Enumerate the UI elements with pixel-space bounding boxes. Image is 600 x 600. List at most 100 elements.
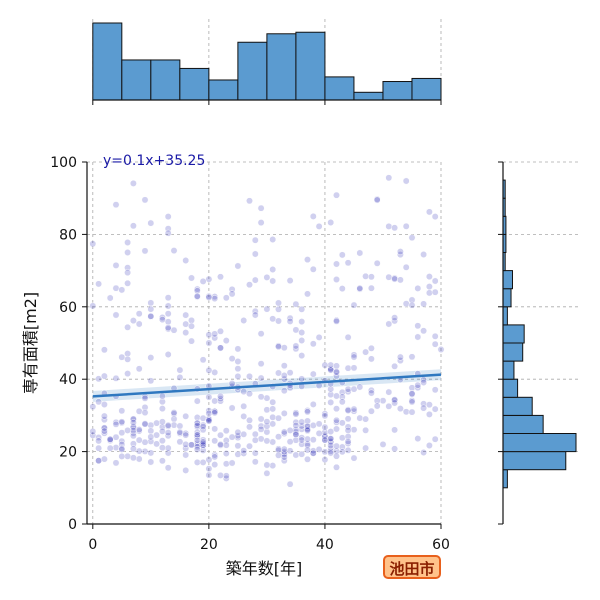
scatter-point bbox=[246, 390, 253, 398]
scatter-point bbox=[414, 333, 422, 341]
top-histogram-bar bbox=[237, 41, 268, 101]
scatter-point bbox=[182, 440, 190, 448]
scatter-point bbox=[112, 444, 120, 452]
scatter-point bbox=[129, 432, 137, 440]
scatter-point bbox=[321, 456, 329, 464]
scatter-point bbox=[217, 471, 224, 479]
scatter-point bbox=[193, 419, 201, 427]
scatter-point bbox=[147, 433, 155, 441]
scatter-point bbox=[269, 315, 277, 323]
scatter-point bbox=[298, 375, 306, 383]
scatter-point bbox=[234, 345, 242, 353]
scatter-point bbox=[234, 434, 242, 442]
scatter-point bbox=[106, 435, 114, 443]
scatter-point bbox=[408, 398, 416, 406]
scatter-point bbox=[298, 329, 306, 336]
scatter-point bbox=[280, 362, 288, 370]
main-plot: 0 20 40 60 0 20 40 60 80 100 y=0.1x+35.25 築年数[年]… bbox=[21, 153, 450, 578]
scatter-point bbox=[158, 418, 166, 426]
scatter-point bbox=[147, 354, 155, 362]
scatter-point bbox=[333, 372, 340, 380]
scatter-point bbox=[333, 260, 340, 268]
scatter-point bbox=[188, 441, 195, 449]
scatter-point bbox=[164, 229, 172, 237]
scatter-point bbox=[286, 480, 294, 488]
scatter-point bbox=[147, 421, 155, 429]
scatter-point bbox=[182, 429, 190, 437]
scatter-point bbox=[275, 446, 282, 454]
scatter-point bbox=[158, 437, 166, 445]
scatter-point bbox=[100, 346, 108, 354]
scatter-point bbox=[402, 222, 410, 230]
scatter-point bbox=[164, 351, 172, 358]
scatter-point bbox=[153, 431, 161, 439]
scatter-point bbox=[112, 311, 120, 319]
scatter-point bbox=[327, 366, 335, 374]
scatter-point bbox=[228, 355, 236, 363]
scatter-point bbox=[396, 405, 404, 413]
scatter-point bbox=[205, 331, 213, 339]
scatter-point bbox=[124, 323, 132, 331]
scatter-point bbox=[350, 385, 358, 393]
scatter-point bbox=[402, 263, 410, 271]
scatter-point bbox=[118, 452, 126, 460]
scatter-point bbox=[246, 442, 253, 450]
scatter-point bbox=[89, 302, 97, 310]
scatter-point bbox=[327, 441, 335, 449]
scatter-point bbox=[414, 381, 422, 389]
scatter-point bbox=[367, 407, 375, 415]
scatter-point bbox=[292, 451, 300, 459]
scatter-point bbox=[350, 353, 358, 361]
scatter-point bbox=[205, 393, 213, 401]
scatter-point bbox=[147, 219, 155, 227]
scatter-point bbox=[112, 433, 120, 441]
scatter-point bbox=[205, 456, 213, 464]
scatter-point bbox=[211, 334, 219, 342]
scatter-point bbox=[327, 385, 335, 393]
scatter-point bbox=[396, 357, 404, 365]
scatter-point bbox=[414, 322, 422, 330]
scatter-point bbox=[141, 394, 149, 402]
scatter-point bbox=[425, 283, 433, 291]
scatter-point bbox=[367, 389, 375, 397]
y-axis-label: 専有面積[m2] bbox=[21, 292, 40, 394]
scatter-point bbox=[129, 427, 137, 434]
scatter-point bbox=[333, 392, 340, 400]
y-tick-label: 80 bbox=[59, 227, 77, 243]
scatter-point bbox=[356, 249, 364, 257]
scatter-point bbox=[118, 441, 126, 448]
scatter-point bbox=[344, 426, 352, 434]
scatter-point bbox=[280, 450, 288, 458]
scatter-point bbox=[275, 433, 282, 441]
scatter-point bbox=[222, 294, 230, 302]
scatter-point bbox=[234, 428, 242, 436]
scatter-point bbox=[333, 418, 340, 426]
scatter-point bbox=[309, 421, 317, 429]
scatter-point bbox=[350, 301, 358, 309]
scatter-point bbox=[211, 293, 219, 301]
scatter-point bbox=[199, 277, 207, 285]
scatter-point bbox=[95, 375, 103, 383]
scatter-point bbox=[373, 402, 381, 410]
top-histogram-bar bbox=[266, 33, 297, 101]
scatter-point bbox=[309, 265, 317, 273]
scatter-point bbox=[280, 430, 288, 438]
scatter-point bbox=[118, 353, 126, 361]
scatter-point bbox=[211, 295, 219, 303]
scatter-point bbox=[251, 449, 259, 457]
scatter-point bbox=[199, 458, 207, 466]
x-tick-label: 60 bbox=[432, 537, 450, 553]
scatter-point bbox=[391, 445, 399, 453]
scatter-point bbox=[333, 442, 340, 450]
scatter-point bbox=[182, 412, 190, 420]
scatter-point bbox=[170, 421, 178, 429]
scatter-point bbox=[95, 457, 103, 465]
scatter-point bbox=[95, 280, 103, 288]
scatter-point bbox=[292, 436, 300, 444]
scatter-point bbox=[396, 276, 404, 284]
scatter-point bbox=[251, 430, 259, 438]
scatter-point bbox=[420, 327, 428, 335]
scatter-point bbox=[251, 311, 259, 319]
scatter-point bbox=[141, 196, 149, 204]
scatter-point bbox=[147, 299, 155, 307]
